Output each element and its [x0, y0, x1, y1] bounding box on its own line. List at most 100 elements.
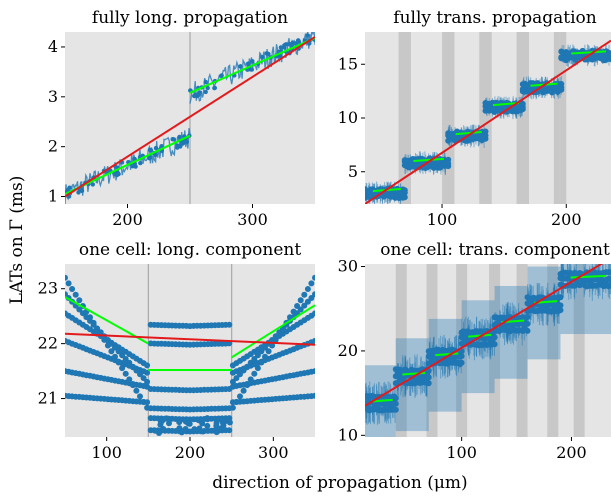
- panel-fully-longitudinal: fully long. propagation 200 300 1 2 3 4: [48, 8, 315, 229]
- data-cloud: [365, 43, 611, 204]
- data-point: [219, 73, 224, 78]
- x-tick-label: 100: [446, 443, 477, 462]
- data-point: [312, 368, 315, 375]
- data-point: [166, 420, 172, 427]
- data-point: [156, 430, 162, 436]
- data-point: [608, 50, 611, 57]
- data-point: [114, 172, 120, 178]
- tick-labels: 100 200 10 20 30: [338, 257, 587, 462]
- data-point: [392, 406, 399, 413]
- data-point: [119, 365, 126, 372]
- data-point: [138, 160, 143, 166]
- green-fit-line: [413, 157, 444, 162]
- data-point: [260, 55, 265, 60]
- y-tick-label: 5: [348, 162, 358, 181]
- red-fit-line: [365, 39, 611, 204]
- gray-band: [395, 264, 407, 437]
- green-fit-line: [571, 50, 607, 55]
- green-fit-line: [189, 37, 315, 94]
- green-fit-line: [492, 101, 520, 107]
- green-fit-line: [371, 398, 393, 403]
- data-point: [238, 64, 243, 69]
- red-fit-line: [365, 264, 604, 407]
- data-point: [163, 415, 170, 422]
- data-point: [205, 85, 210, 91]
- y-tick-label: 10: [338, 108, 358, 127]
- fit-lines: [65, 36, 315, 198]
- y-tick-label: 21: [38, 389, 58, 408]
- data-point: [191, 426, 198, 433]
- green-fit-line: [570, 274, 606, 279]
- panel-one-cell-long: one cell: long. component 100 200 300 21 22 2…: [38, 240, 315, 462]
- data-point: [296, 38, 301, 43]
- data-point: [220, 422, 227, 429]
- data-point: [304, 286, 311, 292]
- gray-bands: [398, 32, 567, 204]
- data-point: [608, 269, 611, 276]
- tick-labels: 100 200 300 21 22 23: [38, 279, 289, 462]
- x-tick-label: 200: [112, 210, 143, 229]
- red-fit-line: [65, 332, 315, 346]
- data-point: [458, 359, 465, 366]
- data-point: [122, 370, 129, 377]
- data-point: [226, 405, 233, 412]
- y-tick-label: 10: [338, 425, 358, 444]
- x-tick-label: 200: [175, 443, 206, 462]
- data-point: [425, 374, 432, 381]
- x-axis-label: direction of propagation (μm): [212, 473, 467, 493]
- data-point: [177, 134, 182, 140]
- y-tick-label: 2: [48, 137, 58, 156]
- gray-band: [573, 264, 585, 437]
- fit-lines: [65, 296, 315, 371]
- data-point: [558, 81, 565, 87]
- data-point: [557, 307, 564, 314]
- panel-one-cell-trans: one cell: trans. component 100 200 10 20 30: [338, 240, 611, 462]
- data-point: [133, 387, 140, 394]
- green-fit-line: [231, 304, 315, 359]
- data-point: [182, 426, 189, 432]
- data-point: [69, 286, 76, 292]
- panel-title: fully long. propagation: [92, 8, 288, 28]
- y-tick-label: 3: [48, 87, 58, 106]
- data-point: [482, 128, 489, 135]
- panel-title: one cell: long. component: [79, 240, 301, 260]
- data-trace: [65, 127, 191, 204]
- fit-lines: [365, 264, 606, 407]
- data-point: [175, 145, 180, 150]
- data-point: [144, 383, 151, 390]
- green-fit-line: [402, 371, 426, 376]
- data-point: [226, 427, 233, 434]
- data-point: [401, 187, 408, 194]
- data-point: [144, 378, 151, 385]
- data-point: [282, 42, 288, 47]
- data-point: [297, 306, 304, 313]
- data-point: [122, 356, 129, 362]
- y-tick-label: 23: [38, 279, 58, 298]
- data-point: [153, 152, 158, 158]
- gray-band: [516, 264, 528, 437]
- data-point: [312, 337, 315, 344]
- data-point: [153, 145, 159, 151]
- green-fit-line: [455, 130, 482, 136]
- fit-lines: [365, 39, 611, 204]
- data-point: [144, 399, 151, 406]
- data-point: [130, 164, 135, 169]
- data-point: [198, 418, 205, 425]
- data-point: [159, 144, 164, 149]
- data-point: [144, 369, 151, 376]
- data-point: [226, 419, 233, 426]
- x-tick-label: 100: [427, 210, 458, 229]
- data-point: [278, 45, 284, 50]
- data-point: [65, 274, 68, 281]
- data-point: [312, 310, 315, 317]
- data-point: [240, 387, 247, 394]
- data-point: [557, 302, 564, 309]
- data-point: [194, 416, 201, 423]
- data-point: [147, 156, 152, 161]
- data-point: [251, 370, 258, 377]
- green-fit-line: [435, 352, 459, 357]
- x-tick-label: 300: [237, 210, 268, 229]
- x-tick-label: 100: [91, 443, 122, 462]
- data-point: [78, 188, 83, 193]
- data-point: [301, 302, 308, 309]
